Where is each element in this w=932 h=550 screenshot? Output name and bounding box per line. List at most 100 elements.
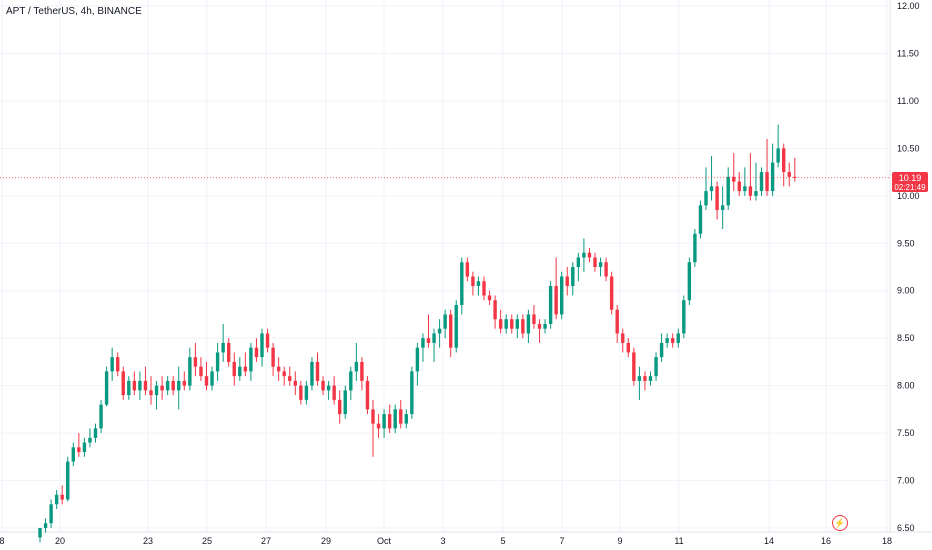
candle-body — [221, 342, 225, 353]
candle-body — [426, 338, 431, 343]
candle-down — [554, 257, 558, 320]
candle-down — [671, 333, 675, 348]
x-tick-label: 29 — [321, 536, 331, 546]
candle-body — [537, 323, 542, 329]
candle-up — [88, 428, 92, 448]
candle-up — [571, 262, 575, 296]
candle-up — [504, 314, 508, 334]
candle-body — [748, 186, 753, 196]
candle-body — [304, 385, 309, 400]
candle-body — [354, 361, 359, 372]
candle-up — [443, 309, 447, 339]
candle-body — [476, 281, 481, 286]
candle-body — [349, 371, 353, 391]
candle-body — [443, 314, 447, 329]
candle-up — [49, 499, 53, 528]
candle-up — [460, 257, 464, 315]
y-tick-label: 10.00 — [897, 191, 920, 201]
candle-body — [493, 300, 497, 320]
candle-down — [232, 352, 236, 386]
candle-body — [77, 447, 81, 453]
candle-body — [132, 380, 137, 391]
candle-down — [365, 376, 370, 415]
time-axis[interactable]: 8 20 23 25 27 29 Oct 3 5 7 9 11 14 16 18 — [0, 536, 892, 546]
candle-body — [560, 276, 564, 315]
candle-up — [177, 366, 181, 410]
candle-up — [165, 376, 170, 396]
candle-body — [793, 176, 797, 178]
candle-body — [299, 385, 303, 400]
candle-up — [682, 295, 686, 339]
candle-up — [93, 423, 98, 443]
candle-body — [565, 276, 569, 286]
candle-body — [421, 338, 425, 348]
candle-down — [271, 342, 275, 377]
price-axis[interactable]: 12.00 11.50 11.00 10.50 10.00 9.50 9.00 8.50 8.0… — [897, 1, 920, 533]
candle-body — [121, 371, 125, 396]
candle-down — [737, 172, 741, 196]
candle-body — [249, 347, 253, 372]
candle-down — [748, 153, 753, 201]
candle-body — [687, 262, 692, 301]
candle-down — [282, 366, 286, 386]
candle-up — [576, 252, 581, 282]
candle-up — [354, 342, 359, 381]
x-tick-label: 23 — [143, 536, 153, 546]
candle-up — [659, 333, 664, 362]
candle-down — [132, 371, 137, 396]
candle-down — [609, 271, 614, 315]
candle-body — [399, 409, 403, 424]
candle-down — [77, 433, 81, 457]
lightning-icon[interactable]: ⚡ — [832, 515, 848, 531]
candle-up — [404, 409, 408, 429]
candle-down — [632, 347, 636, 386]
candle-body — [315, 361, 320, 381]
bar-countdown: 02:21:49 — [894, 182, 926, 192]
candle-down — [399, 399, 403, 429]
candle-body — [66, 461, 70, 500]
candle-body — [621, 333, 625, 343]
candle-up — [726, 167, 730, 211]
candle-down — [143, 366, 148, 396]
candle-down — [604, 257, 608, 282]
candle-up — [343, 385, 347, 419]
candle-body — [365, 380, 370, 410]
candle-up — [648, 371, 653, 386]
candle-down — [387, 404, 392, 434]
candle-body — [215, 352, 220, 372]
candle-up — [598, 257, 603, 277]
candle-body — [188, 357, 192, 386]
candle-up — [432, 328, 436, 362]
candle-body — [71, 447, 75, 462]
x-tick-label: 20 — [55, 536, 65, 546]
candle-body — [643, 376, 647, 381]
candle-up — [665, 333, 669, 348]
candle-body — [626, 342, 630, 353]
candle-body — [659, 342, 664, 358]
candle-up — [560, 271, 564, 320]
candle-body — [60, 494, 64, 500]
candle-up — [454, 300, 458, 353]
candle-up — [720, 186, 725, 230]
candle-body — [526, 314, 531, 334]
x-tick-label: 7 — [559, 536, 564, 546]
candle-body — [482, 281, 486, 296]
x-tick-label: 11 — [674, 536, 683, 546]
candle-up — [310, 357, 314, 391]
candle-body — [598, 262, 603, 267]
candle-up — [687, 257, 692, 305]
y-tick-label: 10.50 — [897, 143, 920, 153]
candle-body — [609, 276, 614, 310]
candle-down — [116, 352, 120, 377]
candle-down — [149, 376, 153, 405]
candle-up — [238, 357, 242, 381]
candle-body — [160, 385, 164, 391]
candle-body — [271, 347, 275, 367]
candle-down — [276, 357, 281, 381]
candle-body — [254, 347, 259, 358]
candle-body — [110, 357, 114, 372]
candle-up — [693, 229, 697, 267]
candle-up — [709, 155, 714, 201]
